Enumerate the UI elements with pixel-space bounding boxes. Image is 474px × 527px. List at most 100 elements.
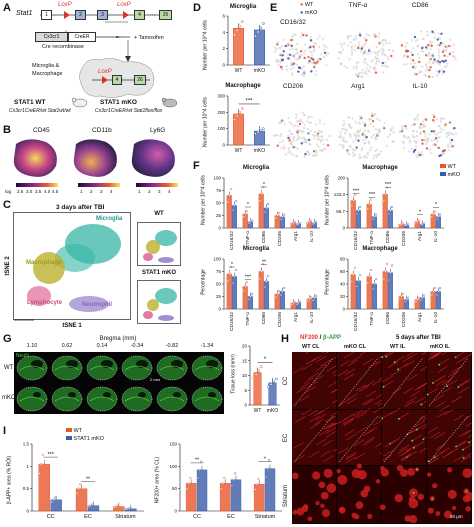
cell-dot: [300, 54, 304, 57]
cell-dot: [383, 121, 386, 125]
axon-fiber: [436, 411, 447, 418]
cell-dot: [391, 49, 395, 53]
brain-section: [156, 386, 188, 412]
axon-fiber: [404, 400, 415, 407]
cell-dot: [383, 64, 386, 68]
data-point: [417, 219, 421, 222]
x-tick-label: TNF-α: [245, 231, 251, 245]
cell-dot: [447, 148, 451, 152]
map-title-cd11b: CD11b: [92, 127, 112, 134]
chart-i-bapp: 0 0.5 1 1.5 CC *** EC ** Striatum: [23, 442, 144, 520]
cell-dot: [442, 70, 446, 73]
cell-dot: [348, 58, 351, 61]
cell-dot: [442, 117, 446, 121]
axon-fiber: [360, 352, 366, 356]
y-tick-label: 60: [340, 269, 346, 274]
cell-dot: [374, 138, 377, 141]
cortex-band: [124, 396, 150, 402]
significance-label: ***: [245, 98, 253, 104]
cell-dot: [278, 141, 282, 144]
cell-dot: [283, 147, 286, 150]
axon-bundle: [321, 509, 330, 518]
bapp-spot: [381, 356, 384, 359]
cell-dot: [284, 44, 287, 48]
bapp-spot: [468, 441, 471, 444]
axon-fiber: [357, 426, 368, 433]
f1-title: Microglia: [242, 165, 270, 171]
bar-wt: [366, 276, 372, 310]
cell-dot: [309, 129, 313, 133]
cell-dot: [371, 58, 374, 62]
data-point: [229, 187, 233, 191]
cell-dot: [415, 154, 418, 157]
e-map-title-tnfa: TNF-α: [348, 2, 368, 9]
cell-dot: [416, 45, 419, 48]
bar-wt: [366, 204, 372, 229]
axon-fiber: [346, 433, 357, 441]
cell-dot: [406, 55, 409, 58]
data-point: [233, 204, 236, 207]
cell-dot: [403, 136, 406, 139]
cell-dot: [276, 43, 279, 46]
cell-dot: [355, 37, 358, 40]
cell-dot: [412, 150, 416, 153]
cell-dot: [404, 45, 407, 48]
data-point: [260, 270, 263, 273]
axon-fiber: [382, 412, 393, 419]
cell-dot: [316, 62, 319, 65]
bapp-spot: [462, 457, 465, 460]
cell-dot: [279, 65, 283, 69]
cell-dot: [299, 118, 302, 122]
cell-dot: [428, 60, 431, 64]
axon-fiber: [362, 358, 374, 366]
marker-map-6: [398, 113, 458, 159]
cell-dot: [410, 38, 413, 42]
data-point: [279, 218, 283, 221]
panel-label-i: I: [3, 425, 7, 437]
axon-fiber: [428, 353, 439, 361]
data-point: [439, 213, 442, 216]
cell-dot: [353, 48, 357, 52]
data-point: [391, 205, 394, 209]
significance-label: ***: [369, 192, 376, 198]
axon-bundle: [357, 470, 367, 480]
bar-mko: [231, 205, 237, 229]
axon-fiber: [389, 408, 401, 415]
cell-dot: [369, 51, 372, 54]
e-map-title-cd1632: CD16/32: [280, 19, 306, 26]
axon-fiber: [325, 415, 336, 423]
i-legend-wt: WT: [73, 428, 83, 434]
cell-dot: [437, 54, 441, 57]
cell-dot: [378, 32, 381, 35]
x-tick-label: CD206: [401, 231, 407, 246]
e-legend-mko: ● mKO: [300, 10, 318, 16]
cell-dot: [364, 38, 368, 42]
cell-dot: [289, 67, 293, 71]
tsne-frame: [13, 212, 131, 320]
y-tick-label: 25: [216, 294, 222, 299]
cell-dot: [355, 65, 358, 68]
g-row-mko: mKO: [2, 395, 16, 401]
cell-dot: [356, 130, 359, 134]
bapp-spot: [422, 438, 425, 441]
axon-fiber: [397, 363, 409, 370]
data-point: [91, 503, 94, 506]
mouse-icon: [71, 97, 88, 108]
significance-label: *: [231, 262, 234, 268]
y-tick-label: 80: [340, 257, 346, 262]
cell-dot: [290, 62, 293, 65]
cell-dot: [305, 150, 309, 154]
data-point: [265, 280, 268, 283]
data-point: [355, 285, 359, 288]
cell-dot: [287, 136, 290, 140]
data-point: [259, 128, 263, 132]
data-point: [128, 507, 131, 510]
bar: [253, 372, 262, 406]
cell-dot: [362, 60, 365, 64]
cell-dot: [363, 137, 367, 141]
cell-dot: [441, 72, 445, 75]
axon-fiber: [318, 407, 330, 414]
axon-fiber: [362, 398, 373, 405]
cell-dot: [352, 154, 355, 158]
cell-dot: [415, 134, 419, 138]
